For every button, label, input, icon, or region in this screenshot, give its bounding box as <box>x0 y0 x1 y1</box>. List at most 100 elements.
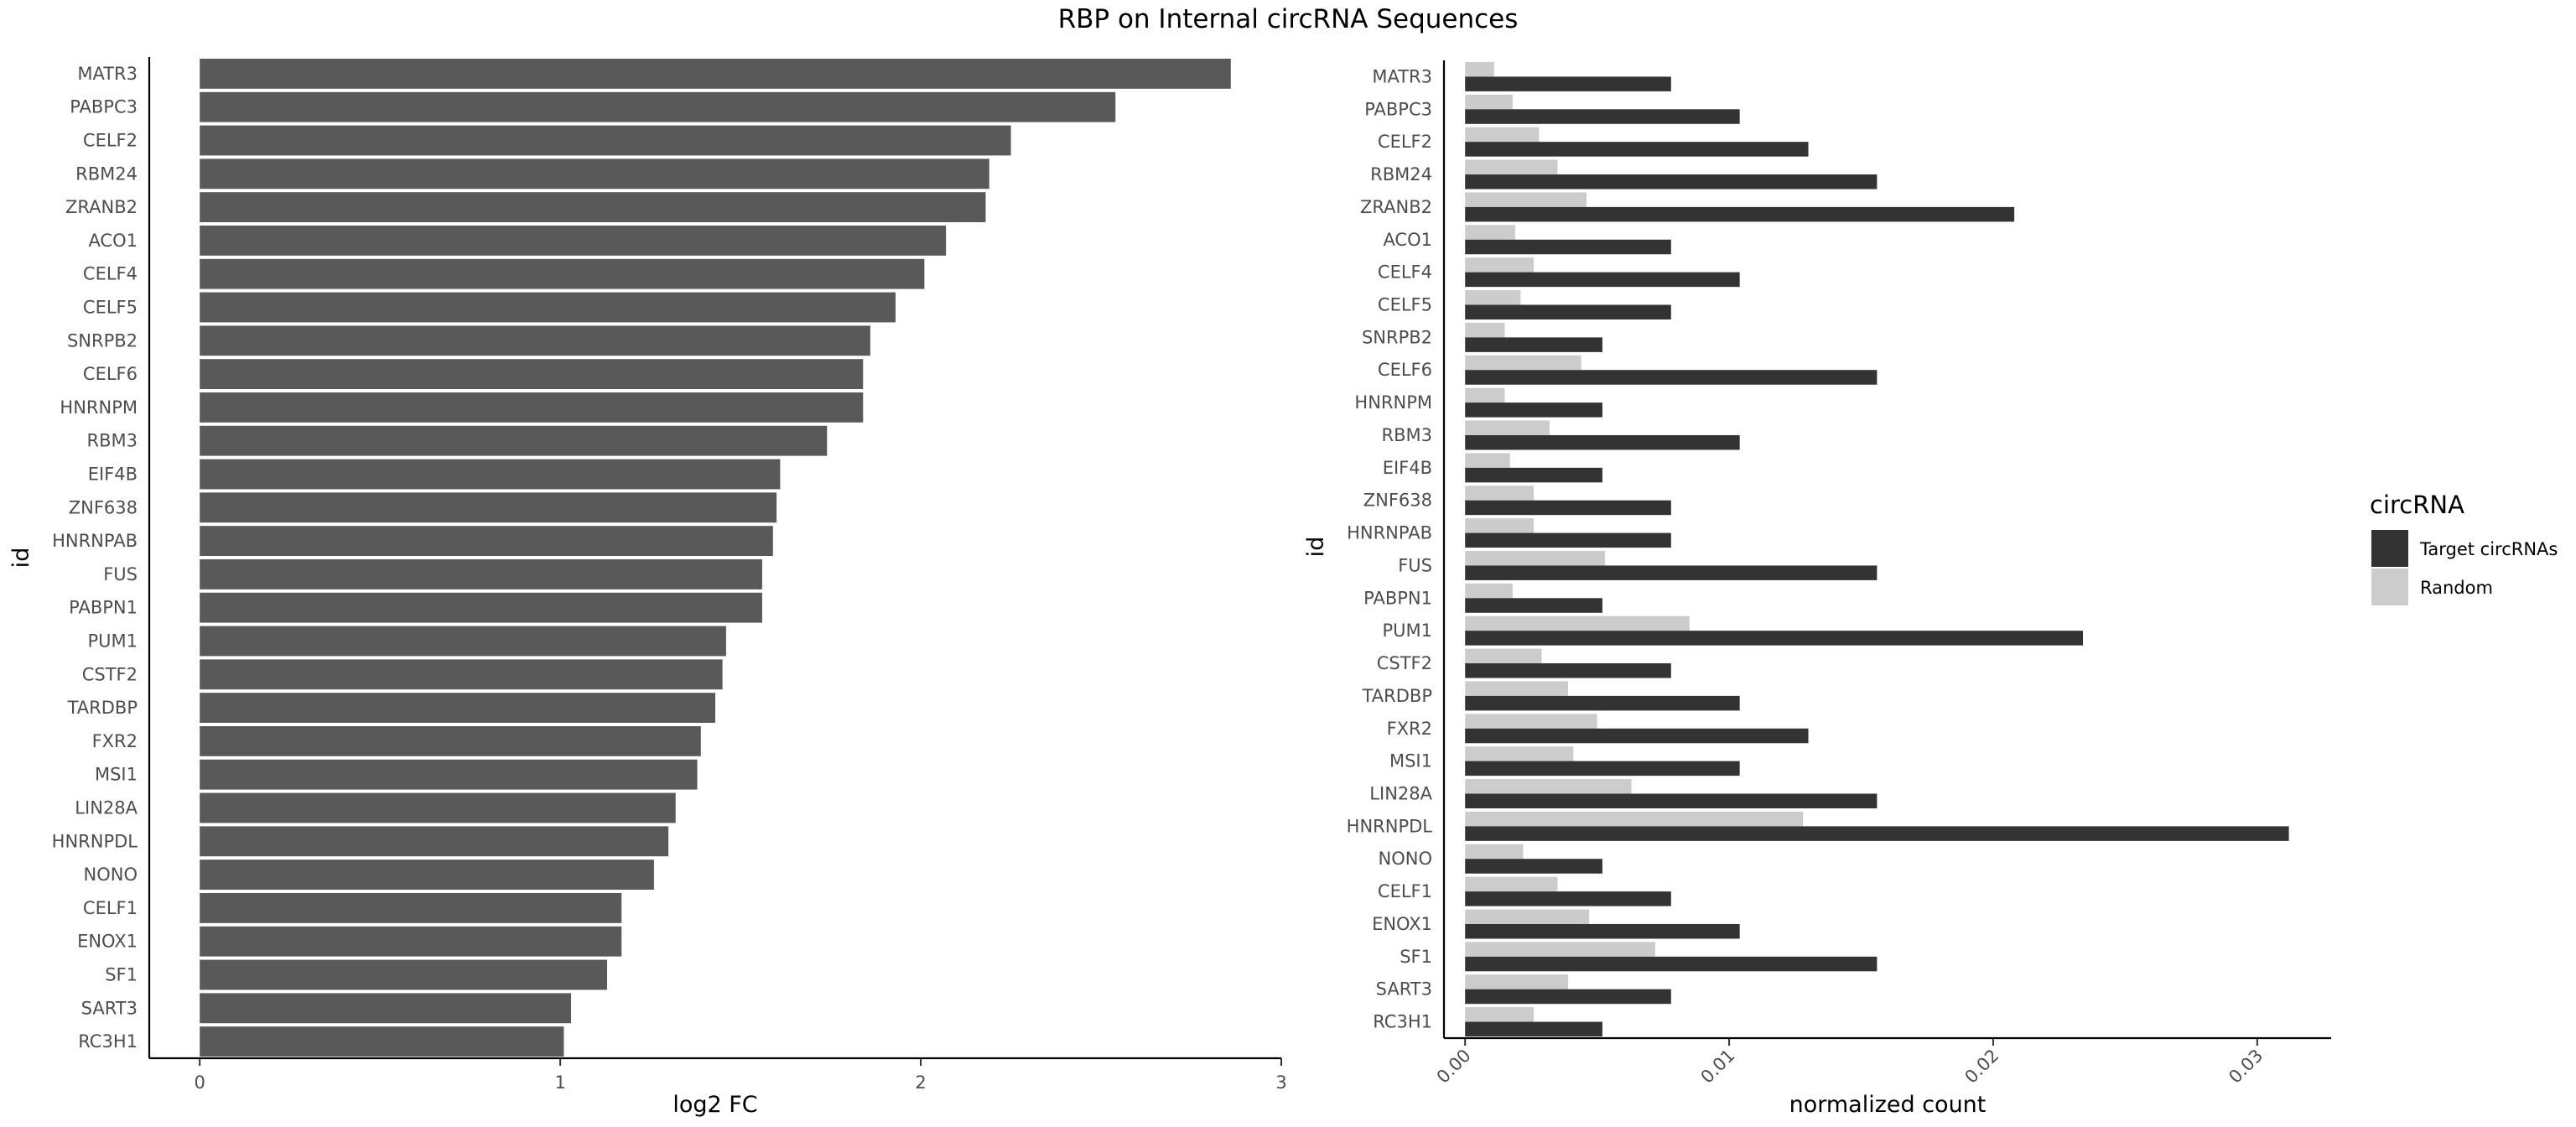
log2fc-bar-enox1 <box>200 926 622 957</box>
normalized-count-bar-target-circrnas-enox1 <box>1465 923 1740 939</box>
log2fc-bar-eif4b <box>200 459 781 490</box>
log2fc-y-tick-label-hnrnpm: HNRNPM <box>60 397 138 418</box>
normalized-count-y-tick-label-nono: NONO <box>1379 849 1432 869</box>
log2fc-bar-zranb2 <box>200 192 986 223</box>
normalized-count-x-axis-title: normalized count <box>1789 1092 1987 1118</box>
normalized-count-bar-target-circrnas-pabpc3 <box>1465 109 1740 124</box>
log2fc-bar-rbm3 <box>200 425 828 456</box>
log2fc-bar-aco1 <box>200 225 947 256</box>
normalized-count-bar-target-circrnas-hnrnpm <box>1465 402 1602 418</box>
normalized-count-y-tick-label-hnrnpdl: HNRNPDL <box>1347 816 1433 836</box>
normalized-count-bar-target-circrnas-lin28a <box>1465 793 1877 808</box>
log2fc-y-tick-label-fxr2: FXR2 <box>92 731 138 751</box>
normalized-count-bar-random-sf1 <box>1465 942 1655 957</box>
normalized-count-y-tick-label-sart3: SART3 <box>1376 979 1432 1000</box>
log2fc-x-tick-label: 2 <box>915 1072 926 1093</box>
normalized-count-y-tick-labels: MATR3 PABPC3 CELF2 RBM24 ZRANB2 ACO1 CELF4 CELF… <box>1347 66 1433 1031</box>
figure-title: RBP on Internal circRNA Sequences <box>1058 4 1519 34</box>
normalized-count-bar-random-enox1 <box>1465 909 1590 924</box>
normalized-count-bar-target-circrnas-celf1 <box>1465 891 1671 906</box>
log2fc-x-ticks: 0 1 2 3 <box>195 1058 1287 1093</box>
normalized-count-bar-random-rbm24 <box>1465 159 1558 175</box>
normalized-count-bar-random-rbm3 <box>1465 420 1550 435</box>
log2fc-y-tick-label-cstf2: CSTF2 <box>82 664 138 684</box>
normalized-count-x-tick-label: 0.00 <box>1433 1046 1475 1088</box>
normalized-count-bar-target-circrnas-celf2 <box>1465 142 1809 157</box>
log2fc-y-tick-label-pabpn1: PABPN1 <box>69 598 138 618</box>
normalized-count-bar-random-hnrnpab <box>1465 518 1535 533</box>
log2fc-y-tick-label-sart3: SART3 <box>81 998 138 1018</box>
log2fc-bar-celf5 <box>200 292 896 323</box>
log2fc-y-tick-label-celf4: CELF4 <box>83 264 138 284</box>
normalized-count-bar-random-hnrnpdl <box>1465 811 1804 827</box>
normalized-count-bar-target-circrnas-eif4b <box>1465 467 1602 483</box>
normalized-count-bar-target-circrnas-hnrnpab <box>1465 532 1671 548</box>
normalized-count-y-tick-label-pabpc3: PABPC3 <box>1364 99 1432 119</box>
normalized-count-bar-random-pabpn1 <box>1465 583 1513 599</box>
normalized-count-bar-target-circrnas-cstf2 <box>1465 663 1671 678</box>
normalized-count-bar-random-fus <box>1465 550 1606 566</box>
normalized-count-bar-target-circrnas-pabpn1 <box>1465 598 1602 613</box>
legend-title: circRNA <box>2370 491 2464 519</box>
normalized-count-y-tick-label-fus: FUS <box>1398 555 1432 575</box>
log2fc-y-tick-label-fus: FUS <box>103 564 138 584</box>
log2fc-y-tick-label-znf638: ZNF638 <box>69 497 138 517</box>
normalized-count-bar-target-circrnas-rc3h1 <box>1465 1021 1602 1037</box>
normalized-count-y-tick-label-fxr2: FXR2 <box>1387 719 1432 739</box>
normalized-count-x-tick-label: 0.01 <box>1697 1046 1739 1088</box>
normalized-count-bar-random-tardbp <box>1465 681 1568 696</box>
normalized-count-bar-target-circrnas-nono <box>1465 859 1602 874</box>
normalized-count-bar-target-circrnas-rbm24 <box>1465 174 1877 190</box>
log2fc-bar-celf1 <box>200 892 622 923</box>
normalized-count-y-tick-label-hnrnpm: HNRNPM <box>1354 392 1432 413</box>
log2fc-bar-tardbp <box>200 693 715 724</box>
legend: circRNA Target circRNAs Random <box>2370 491 2558 605</box>
normalized-count-bar-random-matr3 <box>1465 61 1494 77</box>
log2fc-y-tick-label-rbm24: RBM24 <box>75 164 138 184</box>
normalized-count-bar-random-celf4 <box>1465 257 1535 273</box>
log2fc-x-axis-title: log2 FC <box>673 1092 757 1118</box>
normalized-count-y-axis-title: id <box>1303 537 1329 558</box>
normalized-count-bar-target-circrnas-celf4 <box>1465 272 1740 288</box>
log2fc-bar-hnrnpab <box>200 526 773 557</box>
log2fc-bar-rbm24 <box>200 158 989 190</box>
log2fc-bar-lin28a <box>200 792 676 823</box>
log2fc-bar-cstf2 <box>200 659 723 690</box>
log2fc-bars <box>200 58 1231 1057</box>
normalized-count-y-tick-label-znf638: ZNF638 <box>1363 491 1432 511</box>
normalized-count-y-tick-label-hnrnpab: HNRNPAB <box>1347 523 1432 543</box>
normalized-count-bar-target-circrnas-rbm3 <box>1465 434 1740 450</box>
normalized-count-bar-random-hnrnpm <box>1465 387 1505 403</box>
normalized-count-y-tick-label-eif4b: EIF4B <box>1383 458 1432 478</box>
normalized-count-x-tick-label: 0.02 <box>1961 1046 2002 1088</box>
normalized-count-bar-random-pum1 <box>1465 615 1690 631</box>
log2fc-y-axis-title: id <box>8 548 34 569</box>
log2fc-bar-fxr2 <box>200 725 701 756</box>
log2fc-x-tick-label: 1 <box>554 1072 565 1093</box>
log2fc-y-tick-label-celf2: CELF2 <box>83 131 138 151</box>
log2fc-bar-nono <box>200 860 654 891</box>
legend-label-random: Random <box>2420 578 2493 598</box>
normalized-count-y-tick-label-celf5: CELF5 <box>1378 295 1432 315</box>
normalized-count-y-tick-label-celf2: CELF2 <box>1378 132 1432 152</box>
log2fc-bar-sf1 <box>200 959 608 990</box>
log2fc-y-tick-label-sf1: SF1 <box>105 965 138 985</box>
log2fc-y-tick-label-lin28a: LIN28A <box>75 798 138 818</box>
log2fc-y-tick-label-enox1: ENOX1 <box>77 932 138 952</box>
normalized-count-bar-random-nono <box>1465 844 1524 860</box>
legend-swatch-random <box>2371 569 2408 605</box>
log2fc-y-tick-label-tardbp: TARDBP <box>67 698 138 718</box>
normalized-count-bar-target-circrnas-pum1 <box>1465 631 2084 646</box>
log2fc-bar-celf4 <box>200 258 925 289</box>
normalized-count-bar-random-aco1 <box>1465 225 1516 240</box>
log2fc-bar-hnrnpdl <box>200 826 669 857</box>
log2fc-y-tick-label-rc3h1: RC3H1 <box>78 1031 138 1052</box>
log2fc-bar-sart3 <box>200 993 572 1024</box>
normalized-count-y-tick-label-snrpb2: SNRPB2 <box>1362 327 1432 347</box>
normalized-count-bar-random-celf1 <box>1465 876 1558 892</box>
log2fc-y-tick-label-matr3: MATR3 <box>77 64 138 84</box>
normalized-count-bar-random-sart3 <box>1465 974 1568 989</box>
log2fc-y-tick-labels: MATR3 PABPC3 CELF2 RBM24 ZRANB2 ACO1 CELF4 CELF… <box>52 64 138 1052</box>
log2fc-y-tick-label-celf1: CELF1 <box>83 898 138 918</box>
normalized-count-y-tick-label-enox1: ENOX1 <box>1372 914 1432 934</box>
